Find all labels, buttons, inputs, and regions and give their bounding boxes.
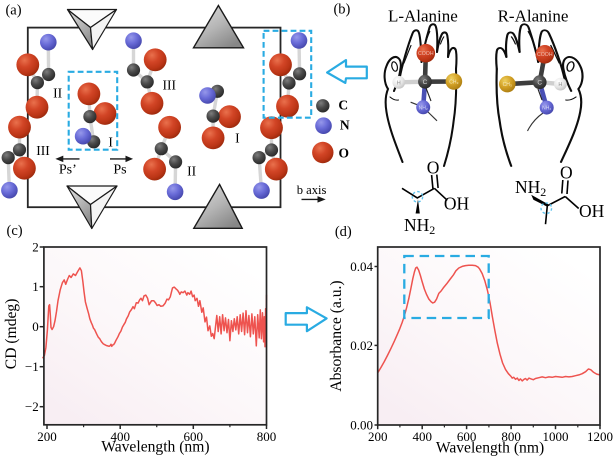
svg-text:III: III — [36, 143, 50, 158]
svg-text:COOH: COOH — [537, 52, 553, 58]
svg-text:NH2: NH2 — [515, 177, 546, 199]
svg-text:200: 200 — [37, 429, 57, 444]
svg-text:H: H — [558, 82, 562, 88]
svg-text:O: O — [338, 145, 349, 160]
svg-text:200: 200 — [368, 429, 388, 444]
svg-text:800: 800 — [257, 429, 277, 444]
svg-text:NH₂: NH₂ — [419, 105, 428, 111]
svg-text:(d): (d) — [335, 224, 352, 240]
svg-text:1200: 1200 — [587, 429, 613, 444]
svg-text:C: C — [423, 79, 428, 86]
svg-text:600: 600 — [457, 429, 477, 444]
svg-text:C: C — [537, 80, 542, 87]
svg-text:2: 2 — [32, 239, 39, 254]
svg-text:H: H — [397, 80, 401, 86]
svg-text:CH₃: CH₃ — [503, 82, 512, 88]
svg-text:R-Alanine: R-Alanine — [498, 7, 569, 26]
svg-text:(c): (c) — [7, 223, 23, 239]
svg-text:II: II — [53, 86, 62, 101]
svg-text:800: 800 — [501, 429, 521, 444]
svg-text:b axis: b axis — [297, 183, 327, 197]
svg-text:0: 0 — [32, 319, 39, 334]
svg-text:Wavelength (nm): Wavelength (nm) — [436, 439, 544, 456]
svg-text:OH: OH — [579, 201, 605, 221]
svg-text:−2: −2 — [25, 399, 39, 414]
svg-text:L-Alanine: L-Alanine — [388, 7, 458, 26]
svg-text:(a): (a) — [5, 3, 21, 19]
svg-text:Wavelength (nm): Wavelength (nm) — [101, 438, 209, 455]
svg-text:1000: 1000 — [543, 429, 569, 444]
svg-text:0.00: 0.00 — [350, 417, 373, 432]
svg-text:Ps: Ps — [113, 162, 126, 177]
svg-text:OH: OH — [444, 194, 470, 214]
svg-text:O: O — [427, 158, 440, 178]
svg-text:N: N — [340, 117, 350, 132]
svg-text:0.02: 0.02 — [350, 338, 373, 353]
svg-text:I: I — [235, 130, 240, 145]
svg-text:O: O — [560, 163, 573, 183]
svg-text:(b): (b) — [333, 2, 350, 18]
svg-text:NH2: NH2 — [404, 215, 435, 237]
svg-text:−1: −1 — [25, 359, 39, 374]
svg-text:II: II — [187, 164, 196, 179]
svg-text:I: I — [108, 134, 113, 149]
svg-text:600: 600 — [184, 429, 204, 444]
svg-text:0.04: 0.04 — [350, 259, 373, 274]
svg-text:III: III — [163, 77, 177, 92]
svg-text:CD (mdeg): CD (mdeg) — [3, 299, 20, 370]
svg-text:1: 1 — [32, 279, 39, 294]
svg-text:CH₃: CH₃ — [449, 80, 458, 86]
svg-text:COOH: COOH — [418, 51, 434, 57]
svg-text:Absorbance (a.u.): Absorbance (a.u.) — [328, 280, 345, 391]
svg-text:400: 400 — [110, 429, 130, 444]
svg-text:C: C — [338, 98, 348, 113]
svg-text:NH₂: NH₂ — [542, 106, 551, 112]
svg-text:Ps’: Ps’ — [59, 163, 77, 178]
svg-text:400: 400 — [412, 429, 432, 444]
